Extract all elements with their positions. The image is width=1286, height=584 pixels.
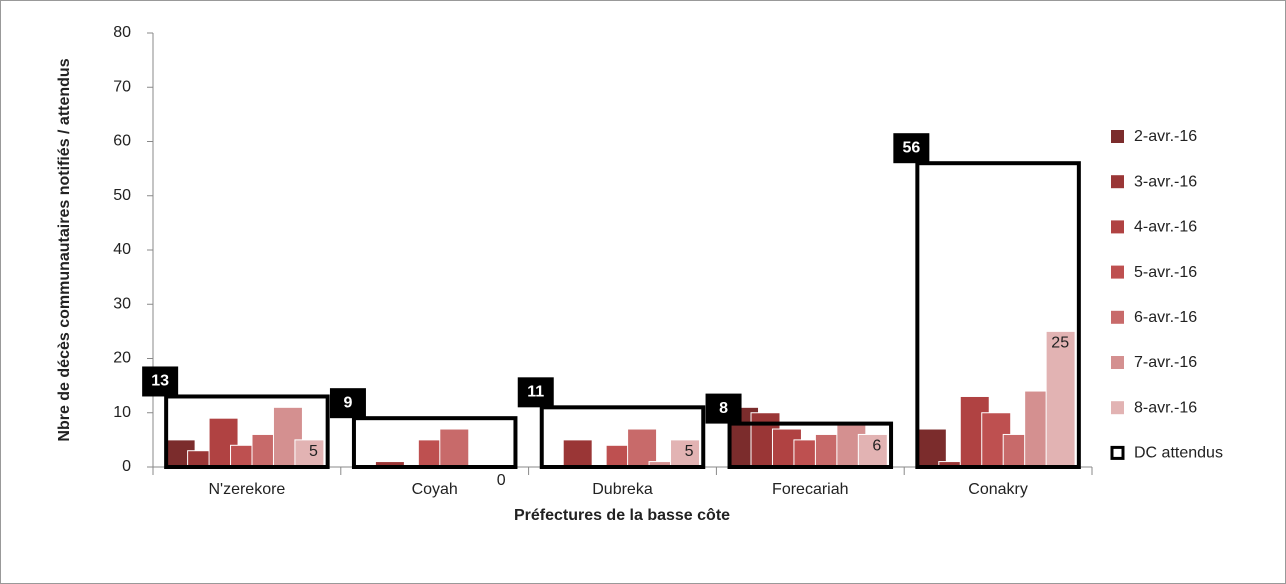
x-tick-label: N'zerekore <box>208 481 285 498</box>
legend-label: 5-avr.-16 <box>1134 264 1197 281</box>
legend-swatch <box>1111 220 1124 234</box>
data-label: 5 <box>309 443 318 460</box>
x-tick-label: Forecariah <box>772 481 848 498</box>
bar <box>1045 330 1076 468</box>
target-label-box <box>893 133 930 164</box>
legend-label: 7-avr.-16 <box>1134 354 1197 371</box>
target-label: 56 <box>902 139 920 156</box>
y-tick-label: 0 <box>122 458 131 475</box>
target-outline <box>351 416 518 469</box>
legend-swatch <box>1111 356 1124 369</box>
target-label: 8 <box>719 400 728 417</box>
data-label: 6 <box>872 438 881 455</box>
target-label: 9 <box>343 394 352 411</box>
legend-swatch <box>1111 130 1124 143</box>
y-tick-label: 30 <box>113 295 131 312</box>
y-tick-label: 70 <box>113 78 131 95</box>
x-tick-label: Coyah <box>412 481 458 498</box>
target-outline <box>915 161 1081 469</box>
y-tick-label: 10 <box>113 404 131 421</box>
y-tick-label: 40 <box>113 241 131 258</box>
x-tick-label: Conakry <box>968 481 1028 498</box>
bar <box>439 428 470 468</box>
legend-label: DC attendus <box>1134 445 1223 462</box>
legend-swatch <box>1111 401 1124 415</box>
target-label: 11 <box>527 384 544 401</box>
legend-label: 4-avr.-16 <box>1134 219 1197 236</box>
legend-label: 2-avr.-16 <box>1134 128 1197 145</box>
bar <box>562 439 593 468</box>
target-outline <box>727 421 894 470</box>
y-tick-label: 50 <box>113 187 131 204</box>
legend-swatch <box>1111 175 1124 189</box>
target-label-box <box>142 366 179 397</box>
bar <box>627 428 658 468</box>
legend-swatch <box>1111 265 1124 279</box>
y-tick-label: 80 <box>113 24 131 41</box>
target-label-box <box>329 388 366 419</box>
y-tick-label: 60 <box>113 133 131 150</box>
data-label: 25 <box>1051 335 1069 352</box>
x-axis-label: Préfectures de la basse côte <box>514 507 730 524</box>
legend-label: 6-avr.-16 <box>1134 309 1197 326</box>
y-tick-label: 20 <box>113 350 131 367</box>
y-axis-label: Nbre de décès communautaires notifiés / … <box>56 58 73 441</box>
legend-swatch <box>1111 310 1124 324</box>
bar <box>857 433 888 468</box>
data-label: 0 <box>497 472 506 489</box>
bar <box>294 439 325 468</box>
legend-label: 8-avr.-16 <box>1134 399 1197 416</box>
target-outline <box>164 394 330 470</box>
data-label: 5 <box>685 443 694 460</box>
target-label-box <box>705 393 742 424</box>
legend-label: 3-avr.-16 <box>1134 173 1197 190</box>
target-outline <box>539 405 706 470</box>
legend-swatch <box>1110 445 1125 460</box>
target-label-box <box>517 377 554 408</box>
x-tick-label: Dubreka <box>592 481 653 498</box>
target-label: 13 <box>151 373 169 390</box>
